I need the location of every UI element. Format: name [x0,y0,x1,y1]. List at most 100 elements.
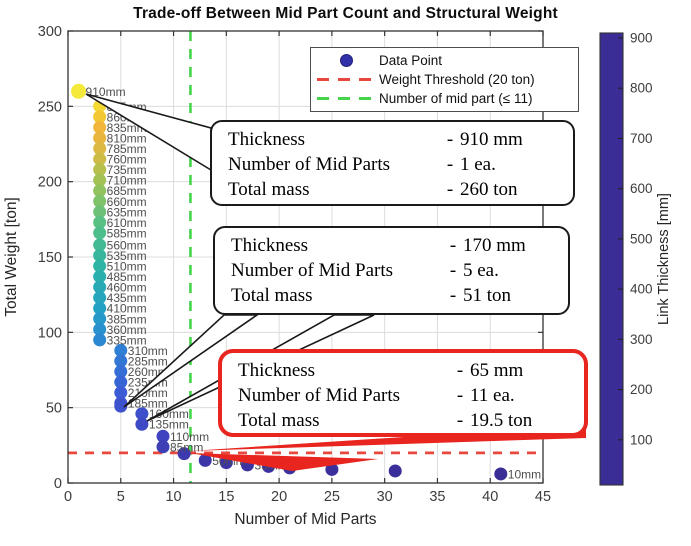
callout-value: 260 ton [460,179,518,200]
callout-pointer-170mm [123,314,260,408]
x-tick-label: 35 [429,489,445,505]
data-point [388,464,402,478]
data-point [93,120,107,134]
x-axis-label: Number of Mid Parts [234,511,376,528]
y-tick-label: 0 [54,476,62,492]
data-point-marker-icon [313,54,379,67]
data-point [93,322,107,336]
callout-label: Number of Mid Parts [231,260,394,281]
x-tick-label: 0 [64,489,72,505]
x-tick-label: 30 [377,489,393,505]
y-tick-label: 100 [38,325,62,341]
thickness-label: 460mm [107,281,147,295]
thickness-label: 335mm [107,333,147,347]
colorbar-label: Link Thickness [mm] [656,193,672,325]
thickness-label: 585mm [107,226,147,240]
data-point [114,354,128,368]
colorbar-tick-label: 500 [630,231,653,246]
legend-label: Number of mid part (≤ 11) [379,91,533,106]
data-point [93,173,107,187]
callout-row: Number of Mid Parts - 5 ea. [231,258,560,283]
colorbar-tick-label: 700 [630,131,653,146]
callout-label: Thickness [238,360,316,381]
data-point [93,248,107,262]
callout-row: Total mass - 51 ton [231,283,560,308]
colorbar-tick-label: 100 [630,432,653,447]
callout-separator: - [446,129,454,150]
legend: Data Point Weight Threshold (20 ton) Num… [310,47,579,112]
data-point [93,291,107,305]
thickness-label: 160mm [149,407,189,421]
thickness-label: 510mm [107,260,147,274]
thickness-label: 435mm [107,291,147,305]
callout-label: Total mass [228,179,310,200]
data-point [135,407,149,421]
callout-separator: - [456,385,464,406]
data-point [135,417,149,431]
x-tick-label: 40 [482,489,498,505]
data-point [114,375,128,389]
x-tick-label: 10 [165,489,181,505]
callout-row: Total mass - 19.5 ton [238,408,576,433]
y-tick-label: 150 [38,250,62,266]
thickness-label: 360mm [107,323,147,337]
data-point [93,184,107,198]
y-tick-label: 50 [46,401,62,417]
callout-row: Thickness - 170 mm [231,233,560,258]
thickness-label: 535mm [107,249,147,263]
callout-row: Number of Mid Parts - 11 ea. [238,383,576,408]
data-point [93,238,107,252]
data-point [93,312,107,326]
callout-65mm-highlighted: Thickness - 65 mm Number of Mid Parts - … [218,349,588,437]
thickness-label: 810mm [107,131,147,145]
callout-pointer-65mm [190,453,378,471]
data-point [93,215,107,229]
legend-label: Data Point [379,53,443,68]
x-tick-label: 20 [271,489,287,505]
data-point [93,226,107,240]
data-point [325,462,339,476]
data-point [156,429,170,443]
colorbar-tick-label: 800 [630,81,653,96]
data-point [93,131,107,145]
colorbar-tick-label: 400 [630,282,653,297]
thickness-label: 660mm [107,195,147,209]
callout-value: 65 mm [470,360,524,381]
x-tick-label: 5 [117,489,125,505]
thickness-label: 685mm [107,184,147,198]
callout-value: 11 ea. [470,385,515,406]
callout-value: 910 mm [460,129,523,150]
thickness-label: 310mm [128,344,168,358]
callout-row: Thickness - 65 mm [238,358,576,383]
thickness-label: 85mm [170,440,203,454]
x-tick-label: 45 [535,489,551,505]
thickness-label: 135mm [149,418,189,432]
thickness-label: 485mm [107,270,147,284]
data-point [93,163,107,177]
data-point [93,142,107,156]
callout-separator: - [449,285,457,306]
legend-item-mid-part-limit: Number of mid part (≤ 11) [313,90,576,108]
data-point [93,194,107,208]
chart-title: Trade-off Between Mid Part Count and Str… [133,5,558,22]
data-point [93,280,107,294]
x-tick-label: 25 [324,489,340,505]
data-point [494,467,508,481]
thickness-label: 710mm [107,174,147,188]
legend-item-data-point: Data Point [313,52,576,70]
callout-label: Number of Mid Parts [238,385,401,406]
callout-910mm: Thickness - 910 mm Number of Mid Parts -… [210,120,575,206]
colorbar-tick-label: 300 [630,332,653,347]
data-point [93,270,107,284]
thickness-label: 610mm [107,216,147,230]
colorbar-tick-label: 200 [630,382,653,397]
colorbar [599,32,624,486]
callout-row: Thickness - 910 mm [228,127,565,152]
thickness-label: 635mm [107,205,147,219]
callout-label: Number of Mid Parts [228,154,391,175]
callout-separator: - [456,360,464,381]
y-tick-label: 300 [38,24,62,40]
callout-label: Thickness [228,129,306,150]
green-dashed-line-icon [313,97,379,100]
data-point [177,447,191,461]
